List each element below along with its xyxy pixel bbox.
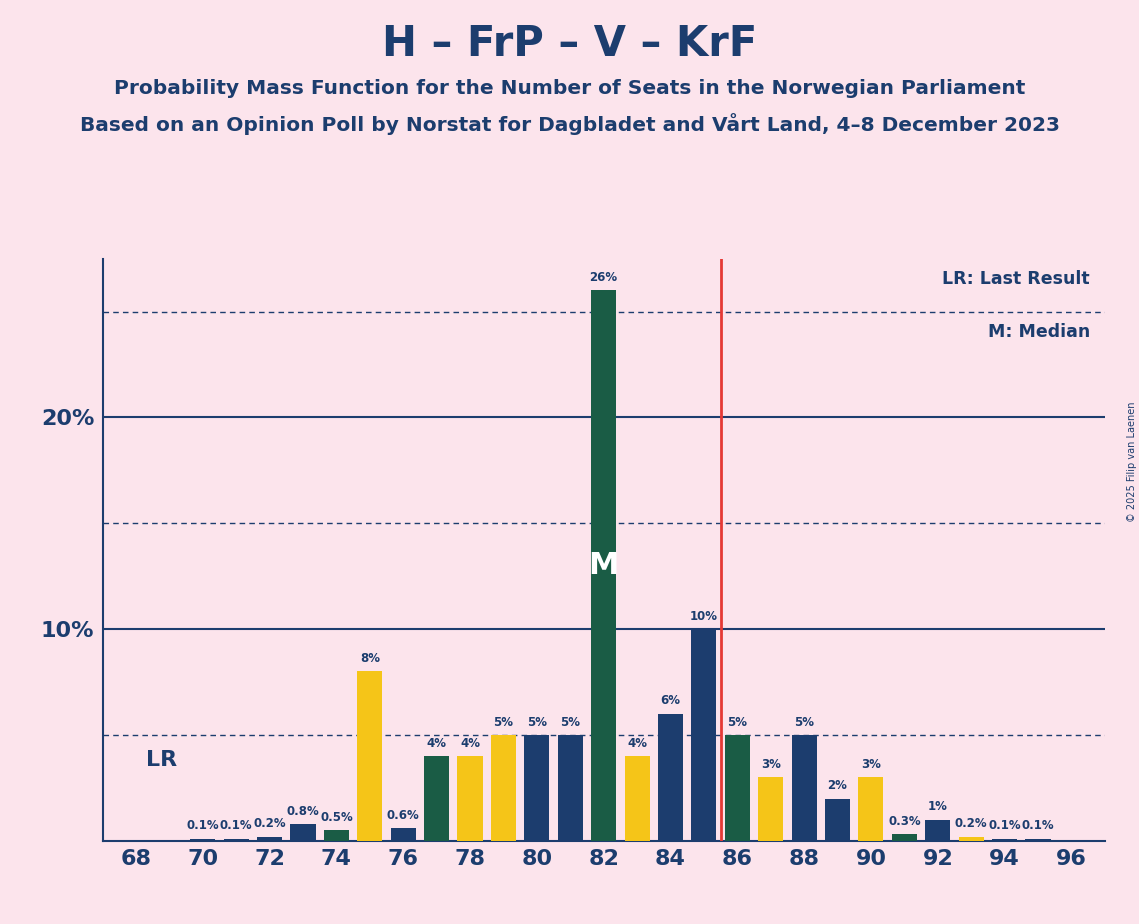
Text: Probability Mass Function for the Number of Seats in the Norwegian Parliament: Probability Mass Function for the Number… — [114, 79, 1025, 98]
Bar — [825, 798, 850, 841]
Text: 0.2%: 0.2% — [253, 817, 286, 831]
Text: 8%: 8% — [360, 652, 379, 665]
Bar — [424, 756, 449, 841]
Text: Based on an Opinion Poll by Norstat for Dagbladet and Vårt Land, 4–8 December 20: Based on an Opinion Poll by Norstat for … — [80, 113, 1059, 135]
Text: 4%: 4% — [427, 736, 446, 749]
Text: 5%: 5% — [527, 716, 547, 729]
Bar — [992, 839, 1017, 841]
Bar — [658, 714, 683, 841]
Bar — [358, 672, 383, 841]
Bar — [792, 735, 817, 841]
Bar — [223, 839, 248, 841]
Text: 5%: 5% — [794, 716, 814, 729]
Text: 6%: 6% — [661, 695, 680, 708]
Bar — [323, 831, 349, 841]
Text: 26%: 26% — [590, 271, 617, 284]
Bar — [1025, 839, 1050, 841]
Text: 0.1%: 0.1% — [187, 820, 219, 833]
Bar — [290, 824, 316, 841]
Text: 4%: 4% — [628, 736, 647, 749]
Text: M: M — [589, 551, 618, 580]
Bar — [925, 820, 950, 841]
Bar — [724, 735, 749, 841]
Bar — [591, 290, 616, 841]
Text: 5%: 5% — [560, 716, 580, 729]
Bar — [257, 836, 282, 841]
Text: 5%: 5% — [728, 716, 747, 729]
Bar — [892, 834, 917, 841]
Text: 0.1%: 0.1% — [989, 820, 1021, 833]
Text: 0.6%: 0.6% — [387, 808, 419, 821]
Text: 0.1%: 0.1% — [220, 820, 253, 833]
Text: 5%: 5% — [493, 716, 514, 729]
Text: 10%: 10% — [690, 610, 718, 623]
Bar — [190, 839, 215, 841]
Text: 0.2%: 0.2% — [954, 817, 988, 831]
Text: 2%: 2% — [828, 779, 847, 792]
Bar — [391, 828, 416, 841]
Text: 0.3%: 0.3% — [888, 815, 920, 828]
Text: 0.1%: 0.1% — [1022, 820, 1055, 833]
Text: 1%: 1% — [928, 800, 948, 813]
Text: 4%: 4% — [460, 736, 480, 749]
Text: LR: Last Result: LR: Last Result — [942, 271, 1090, 288]
Text: 0.5%: 0.5% — [320, 811, 353, 824]
Bar — [959, 836, 984, 841]
Text: 0.8%: 0.8% — [287, 805, 319, 818]
Text: LR: LR — [146, 750, 177, 771]
Bar — [859, 777, 884, 841]
Bar — [491, 735, 516, 841]
Bar — [691, 629, 716, 841]
Bar — [558, 735, 583, 841]
Bar — [458, 756, 483, 841]
Text: 3%: 3% — [861, 758, 880, 771]
Text: © 2025 Filip van Laenen: © 2025 Filip van Laenen — [1126, 402, 1137, 522]
Bar — [524, 735, 549, 841]
Bar — [759, 777, 784, 841]
Text: M: Median: M: Median — [988, 322, 1090, 341]
Bar — [624, 756, 649, 841]
Text: H – FrP – V – KrF: H – FrP – V – KrF — [382, 23, 757, 65]
Text: 3%: 3% — [761, 758, 780, 771]
